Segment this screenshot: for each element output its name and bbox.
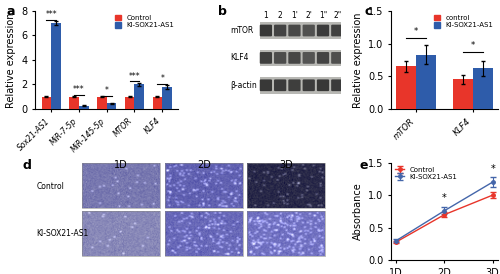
FancyBboxPatch shape <box>317 79 329 91</box>
Bar <box>134 84 144 109</box>
Bar <box>260 77 340 94</box>
Bar <box>106 103 117 109</box>
Text: *: * <box>442 193 446 203</box>
Text: d: d <box>23 159 32 172</box>
Text: β-actin: β-actin <box>230 81 257 90</box>
FancyBboxPatch shape <box>317 25 329 36</box>
Text: KI-SOX21-AS1: KI-SOX21-AS1 <box>36 229 89 238</box>
Bar <box>248 164 326 209</box>
FancyBboxPatch shape <box>302 79 315 91</box>
Bar <box>396 66 416 109</box>
Bar <box>260 50 340 66</box>
Text: 2': 2' <box>306 11 312 20</box>
Text: *: * <box>105 86 108 95</box>
Text: ***: *** <box>128 72 140 81</box>
Bar <box>165 212 243 256</box>
Text: b: b <box>218 5 227 18</box>
Y-axis label: Relative expression: Relative expression <box>352 12 362 108</box>
Text: *: * <box>470 41 475 50</box>
Text: *: * <box>490 164 495 174</box>
Text: 1": 1" <box>319 11 327 20</box>
FancyBboxPatch shape <box>274 79 286 91</box>
Bar <box>82 164 160 209</box>
Bar <box>70 96 79 109</box>
FancyBboxPatch shape <box>302 25 315 36</box>
Text: *: * <box>160 74 164 83</box>
Y-axis label: Relative expression: Relative expression <box>6 12 16 108</box>
Bar <box>97 96 106 109</box>
FancyBboxPatch shape <box>260 25 272 36</box>
FancyBboxPatch shape <box>331 52 344 64</box>
Text: 2": 2" <box>333 11 342 20</box>
Text: Control: Control <box>36 182 64 192</box>
FancyBboxPatch shape <box>288 52 300 64</box>
Text: ***: *** <box>46 10 57 19</box>
FancyBboxPatch shape <box>317 52 329 64</box>
Legend: control, KI-SOX21-AS1: control, KI-SOX21-AS1 <box>433 15 494 29</box>
FancyBboxPatch shape <box>260 52 272 64</box>
Bar <box>51 23 61 109</box>
Text: mTOR: mTOR <box>230 26 254 35</box>
Text: *: * <box>414 27 418 36</box>
Legend: Control, KI-SOX21-AS1: Control, KI-SOX21-AS1 <box>394 166 458 181</box>
Bar <box>125 96 134 109</box>
Text: c: c <box>364 5 372 18</box>
Bar <box>248 212 326 256</box>
Text: 2D: 2D <box>197 161 210 170</box>
Text: 2: 2 <box>278 11 282 20</box>
FancyBboxPatch shape <box>288 79 300 91</box>
FancyBboxPatch shape <box>274 52 286 64</box>
Text: a: a <box>6 5 15 18</box>
Legend: Control, KI-SOX21-AS1: Control, KI-SOX21-AS1 <box>114 15 175 29</box>
Y-axis label: Absorbance: Absorbance <box>352 182 362 240</box>
Text: 3D: 3D <box>280 161 293 170</box>
Text: 1': 1' <box>291 11 298 20</box>
FancyBboxPatch shape <box>260 79 272 91</box>
Bar <box>79 106 88 109</box>
Bar <box>473 68 492 109</box>
Bar <box>162 87 172 109</box>
FancyBboxPatch shape <box>331 25 344 36</box>
FancyBboxPatch shape <box>288 25 300 36</box>
Bar <box>82 212 160 256</box>
Bar <box>152 96 162 109</box>
Text: ***: *** <box>73 85 85 94</box>
Bar <box>165 164 243 209</box>
Bar <box>260 22 340 39</box>
FancyBboxPatch shape <box>302 52 315 64</box>
FancyBboxPatch shape <box>331 79 344 91</box>
Text: 1D: 1D <box>114 161 128 170</box>
FancyBboxPatch shape <box>274 25 286 36</box>
Text: KLF4: KLF4 <box>230 53 248 62</box>
Text: e: e <box>360 159 368 172</box>
Bar <box>453 79 473 109</box>
Bar <box>416 55 436 109</box>
Bar <box>42 96 51 109</box>
Text: 1: 1 <box>264 11 268 20</box>
